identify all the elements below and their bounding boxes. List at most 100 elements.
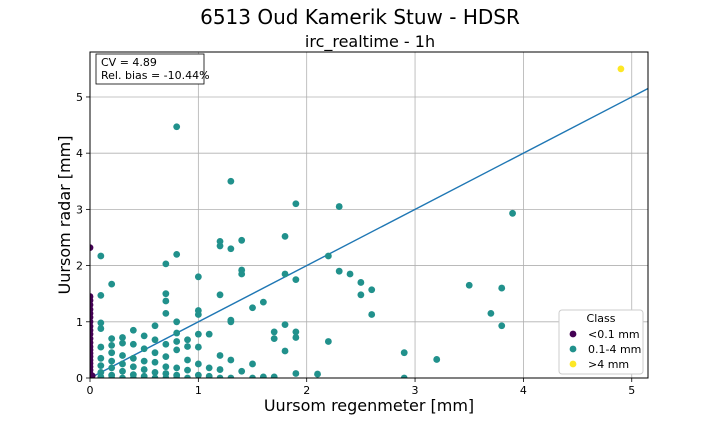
data-point xyxy=(119,374,126,378)
data-point xyxy=(184,374,191,378)
data-point xyxy=(140,357,148,365)
data-point xyxy=(173,123,181,131)
data-point xyxy=(173,329,181,337)
data-point xyxy=(162,260,170,268)
data-point xyxy=(324,252,332,260)
data-point xyxy=(108,342,116,349)
data-point xyxy=(108,357,116,365)
data-point xyxy=(119,352,126,359)
data-point xyxy=(249,360,256,368)
figure-suptitle: 6513 Oud Kamerik Stuw - HDSR xyxy=(200,5,520,29)
y-tick-label: 2 xyxy=(76,260,83,273)
data-point xyxy=(368,311,376,318)
data-point xyxy=(227,177,235,185)
data-point xyxy=(90,244,94,251)
data-point xyxy=(238,236,246,244)
data-point xyxy=(238,270,246,278)
data-point xyxy=(357,279,365,286)
data-point xyxy=(194,330,202,338)
data-point xyxy=(97,362,105,370)
fit-line xyxy=(89,87,649,379)
data-point xyxy=(270,335,278,343)
data-point xyxy=(194,311,202,318)
data-point xyxy=(162,297,170,305)
data-point xyxy=(292,200,300,208)
data-point xyxy=(498,284,506,292)
y-tick-label: 0 xyxy=(76,372,83,385)
y-tick-label: 3 xyxy=(76,203,83,216)
data-point xyxy=(108,280,116,288)
data-point xyxy=(281,232,289,240)
data-point xyxy=(270,373,278,378)
cv-text: CV = 4.89 xyxy=(101,56,157,69)
x-tick-label: 5 xyxy=(628,384,635,397)
data-point xyxy=(249,304,256,312)
data-point xyxy=(292,328,300,336)
y-tick-label: 5 xyxy=(76,91,83,104)
data-points xyxy=(90,65,625,378)
data-point xyxy=(151,322,159,330)
data-point xyxy=(184,336,191,344)
x-tick-label: 1 xyxy=(195,384,202,397)
data-point xyxy=(97,319,105,327)
x-tick-label: 4 xyxy=(520,384,527,397)
data-point xyxy=(205,364,213,372)
data-point xyxy=(151,349,159,357)
data-point xyxy=(292,276,300,284)
legend: Class <0.1 mm 0.1-4 mm >4 mm xyxy=(558,309,644,375)
data-point xyxy=(119,334,126,341)
plot-area xyxy=(89,51,649,379)
data-point xyxy=(487,309,495,317)
data-point xyxy=(227,245,235,253)
y-axis-ticks: 0 1 2 3 4 5 xyxy=(76,91,90,385)
chart-title: irc_realtime - 1h xyxy=(305,32,435,52)
data-point xyxy=(205,372,213,378)
data-point xyxy=(184,343,191,350)
data-point xyxy=(97,373,105,378)
stats-box-frame xyxy=(95,53,205,85)
data-point xyxy=(292,334,300,341)
legend-label: <0.1 mm xyxy=(588,328,640,341)
legend-marker xyxy=(569,360,577,368)
data-point xyxy=(173,338,181,345)
data-point xyxy=(162,340,170,348)
data-point xyxy=(281,321,289,329)
x-tick-label: 3 xyxy=(412,384,419,397)
data-point xyxy=(205,330,213,338)
stats-box: CV = 4.89 Rel. bias = -10.44% xyxy=(95,53,210,85)
legend-items: <0.1 mm 0.1-4 mm >4 mm xyxy=(569,328,641,371)
legend-label: 0.1-4 mm xyxy=(588,343,641,356)
data-point xyxy=(357,291,365,299)
data-point xyxy=(184,356,191,364)
data-point xyxy=(90,372,96,378)
data-point xyxy=(173,364,181,372)
data-point xyxy=(184,366,191,374)
legend-marker xyxy=(569,330,577,338)
x-tick-label: 0 xyxy=(87,384,94,397)
x-tick-label: 2 xyxy=(303,384,310,397)
data-point xyxy=(129,374,137,378)
data-point xyxy=(216,291,224,299)
data-point xyxy=(108,349,116,357)
data-point xyxy=(346,270,354,278)
bias-text: Rel. bias = -10.44% xyxy=(101,69,210,82)
data-point xyxy=(151,358,159,366)
data-point xyxy=(227,356,235,364)
data-point xyxy=(108,374,116,378)
data-point xyxy=(498,322,506,330)
data-point xyxy=(173,346,181,354)
data-point xyxy=(162,353,170,361)
data-point xyxy=(140,366,148,373)
data-point xyxy=(335,203,343,210)
data-point xyxy=(249,374,256,378)
data-point xyxy=(270,328,278,336)
data-point xyxy=(173,250,181,258)
data-point xyxy=(97,291,105,299)
data-point xyxy=(151,336,159,344)
data-point xyxy=(216,242,224,250)
y-tick-label: 4 xyxy=(76,147,83,160)
data-point xyxy=(194,273,202,281)
data-point xyxy=(259,373,267,378)
